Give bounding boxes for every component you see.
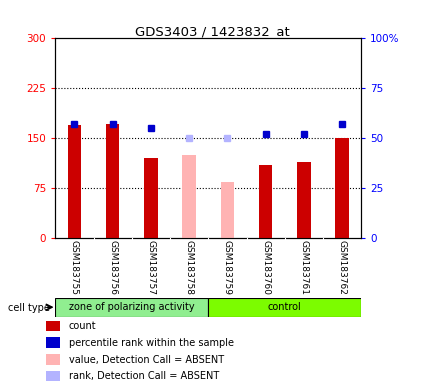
Text: GSM183759: GSM183759 [223,240,232,295]
Text: GSM183761: GSM183761 [299,240,309,295]
Text: value, Detection Call = ABSENT: value, Detection Call = ABSENT [69,355,224,365]
Text: cell type: cell type [8,303,51,313]
Bar [46,371,60,381]
Text: control: control [268,302,302,312]
Bar [335,138,349,238]
Text: GSM183758: GSM183758 [184,240,194,295]
Bar [221,182,234,238]
Bar [297,162,311,238]
Text: zone of polarizing activity: zone of polarizing activity [69,302,195,312]
Bar [144,158,158,238]
Bar [182,155,196,238]
Bar [46,337,60,348]
Text: GSM183756: GSM183756 [108,240,117,295]
Bar [46,354,60,365]
Bar [55,298,208,317]
Bar [259,165,272,238]
Text: count: count [69,321,96,331]
Text: GSM183757: GSM183757 [146,240,156,295]
Text: GDS3403 / 1423832_at: GDS3403 / 1423832_at [135,25,290,38]
Bar [68,125,81,238]
Text: percentile rank within the sample: percentile rank within the sample [69,338,234,348]
Text: rank, Detection Call = ABSENT: rank, Detection Call = ABSENT [69,371,219,381]
Text: GSM183760: GSM183760 [261,240,270,295]
Bar [208,298,361,317]
Text: GSM183762: GSM183762 [337,240,347,295]
Bar [106,124,119,238]
Bar [46,320,60,331]
Text: GSM183755: GSM183755 [70,240,79,295]
